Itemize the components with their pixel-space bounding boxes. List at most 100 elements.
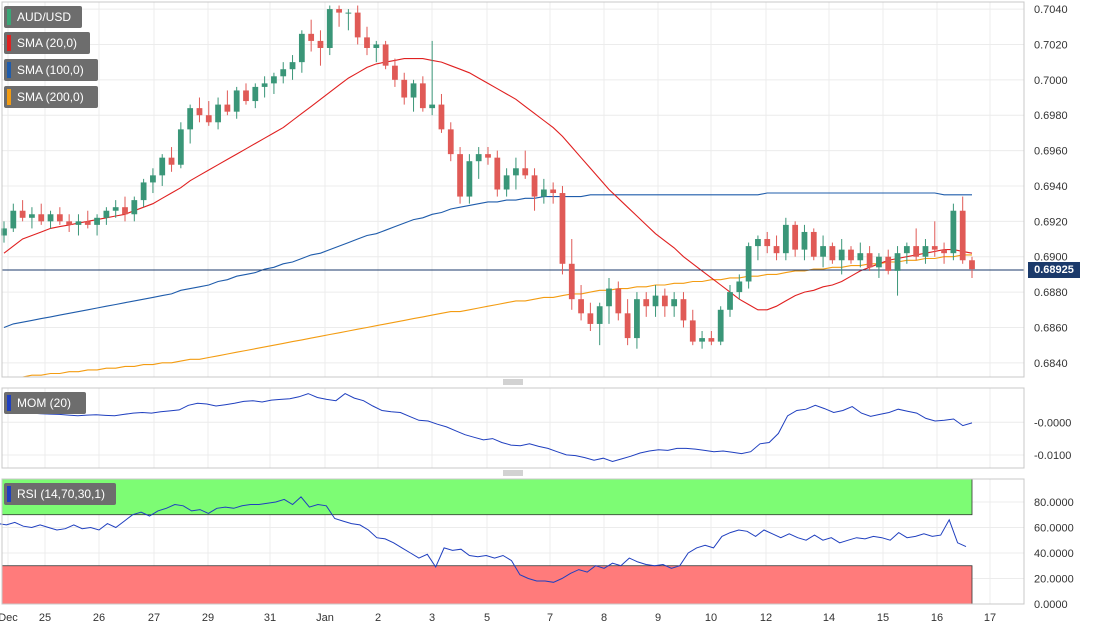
candle-body (205, 115, 212, 123)
candle-body (522, 168, 529, 176)
candle-body (745, 246, 752, 282)
candle-body (485, 154, 491, 158)
candle-body (634, 299, 640, 339)
rsi-y-tick-label: 0.0000 (1034, 599, 1068, 611)
candle-body (885, 256, 892, 271)
candle-body (829, 246, 836, 261)
x-tick-label: 3 (429, 612, 435, 624)
sma-100-text: SMA (100,0) (17, 63, 84, 77)
sma-20-line (3, 58, 973, 311)
candle-body (606, 288, 612, 307)
candle-body (820, 246, 826, 257)
candle-body (131, 200, 138, 215)
candle-body (624, 313, 631, 339)
candle-body (447, 129, 454, 155)
pane-frames (1, 1, 1025, 605)
candle-body (866, 253, 873, 268)
candle-body (19, 210, 26, 218)
candle-body (47, 214, 54, 222)
candle-body (66, 221, 73, 225)
sma-200-line (4, 254, 972, 378)
symbol-text: AUD/USD (17, 10, 72, 24)
x-tick-label: 31 (264, 612, 276, 624)
rsi-line (0, 496, 967, 583)
x-tick-label: 5 (484, 612, 490, 624)
candle-body (317, 40, 324, 48)
y-tick-label: 0.7040 (1034, 4, 1068, 16)
candle-body (727, 292, 733, 310)
candle-body (75, 221, 82, 225)
x-axis-labels: Dec 25 26 27 29 31 Jan 2 3 5 7 8 9 10 12 14 15 16 17 (0, 612, 996, 624)
x-tick-label: 12 (760, 612, 772, 624)
x-tick-label: 25 (39, 612, 51, 624)
sma-200-text: SMA (200,0) (17, 90, 84, 104)
candle-body (661, 295, 668, 307)
x-tick-label: 10 (705, 612, 717, 624)
candle-body (271, 76, 277, 84)
x-tick-label: 15 (877, 612, 889, 624)
candle-body (941, 249, 947, 254)
legend-sma-100: SMA (100,0) (4, 59, 98, 81)
candle-body (336, 9, 342, 13)
y-axis-labels: 0.7040 0.7020 0.7000 0.6980 0.6960 0.6940 0.69… (1034, 4, 1074, 611)
x-tick-label: 17 (984, 612, 996, 624)
candle-body (540, 189, 547, 197)
candle-body (587, 313, 594, 324)
rsi-y-tick-label: 60.0000 (1034, 522, 1074, 534)
candle-body (969, 260, 975, 270)
candle-body (280, 69, 287, 77)
candle-body (29, 214, 35, 218)
candle-body (438, 104, 445, 130)
mom-y-tick-label: -0.0000 (1034, 417, 1071, 429)
candle-body (122, 207, 128, 215)
candle-body (140, 182, 147, 201)
y-tick-label: 0.6900 (1034, 252, 1068, 264)
candle-body (56, 214, 63, 222)
sma-20-text: SMA (20,0) (17, 36, 78, 50)
mom-swatch (7, 395, 11, 411)
rsi-overbought-band (1, 478, 973, 516)
candle-body (615, 288, 622, 314)
candle-body (419, 83, 426, 109)
candle-body (84, 221, 91, 225)
candle-body (243, 90, 249, 102)
mom-pane-frame (1, 387, 1025, 469)
candle-body (568, 263, 575, 300)
last-price-badge: 0.68925 (1028, 261, 1080, 278)
candle-body (857, 253, 864, 261)
candle-body (103, 210, 110, 218)
candle-body (643, 299, 650, 307)
candle-body (810, 231, 817, 257)
mom-line (3, 393, 973, 463)
candle-body (550, 189, 557, 194)
candle-body (298, 33, 305, 63)
rsi-y-tick-label: 20.0000 (1034, 573, 1074, 585)
main-pane-frame (1, 1, 1025, 378)
candle-body (373, 44, 380, 48)
candle-body (159, 157, 166, 176)
x-tick-label: 8 (601, 612, 607, 624)
candle-body (475, 154, 482, 162)
candle-body (10, 210, 17, 229)
candle-body (196, 108, 203, 116)
legend-mom: MOM (20) (4, 392, 86, 414)
candle-body (876, 256, 882, 268)
candle-body (699, 338, 705, 342)
sma-100-swatch (7, 62, 11, 78)
candle-body (466, 161, 473, 197)
candle-body (708, 338, 715, 342)
candle-body (94, 217, 100, 225)
candle-body (559, 193, 566, 264)
candle-body (392, 65, 398, 80)
sma-100-line (3, 192, 972, 329)
candlesticks (1, 5, 975, 349)
candle-body (717, 309, 724, 342)
candle-body (689, 320, 696, 342)
candle-body (224, 104, 231, 112)
rsi-pane-frame (1, 478, 1025, 605)
rsi-swatch (7, 486, 11, 502)
symbol-label: AUD/USD (4, 6, 82, 28)
candle-body (596, 306, 603, 324)
candle-body (773, 246, 780, 254)
